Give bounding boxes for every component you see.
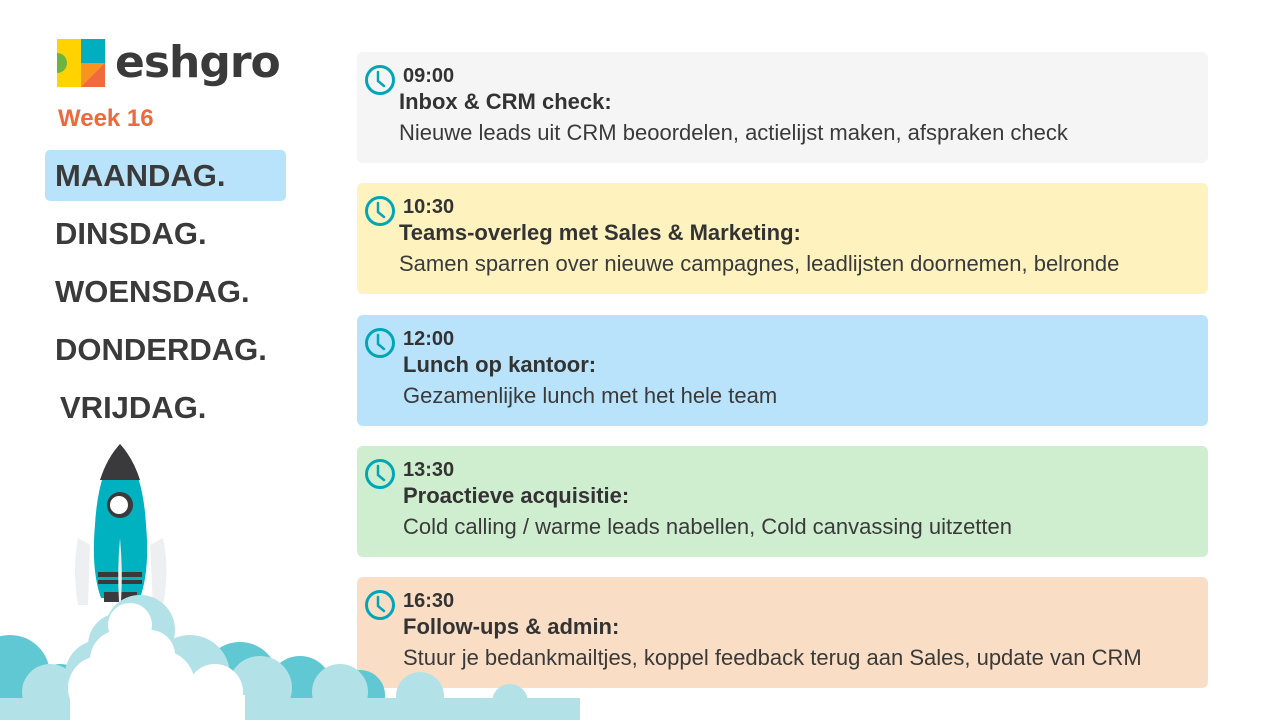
schedule-card: 09:00 Inbox & CRM check: Nieuwe leads ui… xyxy=(357,52,1208,163)
rocket-icon xyxy=(75,444,167,605)
event-title: Follow-ups & admin: xyxy=(403,614,620,639)
event-description: Stuur je bedankmailtjes, koppel feedback… xyxy=(403,645,1142,670)
cloud-smoke-white xyxy=(68,603,245,720)
day-vrijdag[interactable]: VRIJDAG. xyxy=(60,390,207,425)
event-description: Cold calling / warme leads nabellen, Col… xyxy=(403,514,1013,539)
schedule-card: 10:30 Teams-overleg met Sales & Marketin… xyxy=(357,183,1208,294)
schedule-card: 12:00 Lunch op kantoor: Gezamenlijke lun… xyxy=(357,315,1208,426)
event-title: Proactieve acquisitie: xyxy=(403,483,630,508)
logo-text: eshgro xyxy=(115,37,281,88)
event-time: 16:30 xyxy=(403,590,455,612)
event-title: Inbox & CRM check: xyxy=(399,89,612,114)
logo-mark-icon xyxy=(57,39,105,87)
event-time: 09:00 xyxy=(403,65,455,87)
clock-icon xyxy=(365,196,395,226)
event-description: Gezamenlijke lunch met het hele team xyxy=(403,383,778,408)
day-donderdag[interactable]: DONDERDAG. xyxy=(55,332,267,367)
event-description: Nieuwe leads uit CRM beoordelen, actieli… xyxy=(399,120,1068,145)
rocket-illustration xyxy=(0,444,580,720)
clock-icon xyxy=(365,459,395,489)
event-title: Lunch op kantoor: xyxy=(403,352,597,377)
week-label: Week 16 xyxy=(58,105,154,132)
clock-icon xyxy=(365,65,395,95)
event-description: Samen sparren over nieuwe campagnes, lea… xyxy=(399,251,1120,276)
day-dinsdag[interactable]: DINSDAG. xyxy=(55,216,207,251)
clock-icon xyxy=(365,590,395,620)
day-nav: MAANDAG. DINSDAG. WOENSDAG. DONDERDAG. V… xyxy=(45,150,286,433)
schedule-card: 13:30 Proactieve acquisitie: Cold callin… xyxy=(357,446,1208,557)
day-maandag[interactable]: MAANDAG. xyxy=(45,150,286,201)
schedule-card: 16:30 Follow-ups & admin: Stuur je bedan… xyxy=(357,577,1208,688)
day-woensdag[interactable]: WOENSDAG. xyxy=(55,274,250,309)
event-time: 13:30 xyxy=(403,459,455,481)
event-time: 12:00 xyxy=(403,328,455,350)
event-title: Teams-overleg met Sales & Marketing: xyxy=(399,220,801,245)
event-time: 10:30 xyxy=(403,196,455,218)
eshgro-logo: eshgro xyxy=(57,37,281,88)
clock-icon xyxy=(365,328,395,358)
